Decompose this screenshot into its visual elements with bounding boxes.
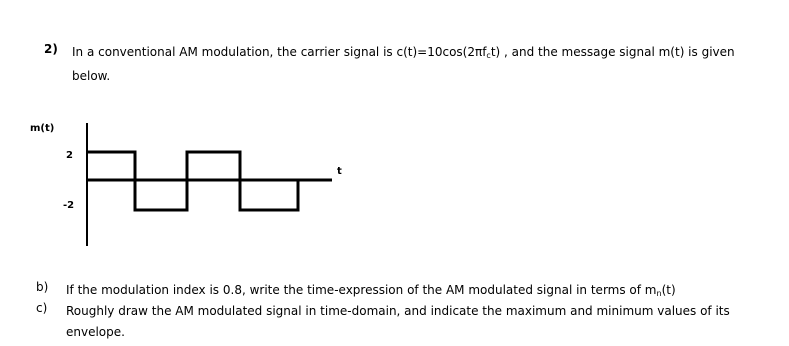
x-label: t [337, 166, 342, 177]
text: t) , and the message signal m(t) is give… [72, 45, 735, 83]
text: In a conventional AM modulation, the car… [72, 45, 487, 59]
part-label: c) [36, 301, 48, 315]
subscript: n [656, 289, 662, 298]
square-wave [87, 150, 300, 212]
high-label: 2 [66, 150, 73, 161]
part-text: Roughly draw the AM modulated signal in … [66, 304, 730, 339]
question-text: In a conventional AM modulation, the car… [72, 42, 752, 87]
subscript: c [486, 51, 491, 60]
text: If the modulation index is 0.8, write th… [66, 283, 657, 297]
text: (t) [661, 283, 676, 297]
question-number: 2) [44, 42, 58, 56]
y-label: m(t) [30, 123, 54, 134]
part-text: If the modulation index is 0.8, write th… [66, 280, 776, 304]
part-label: b) [36, 280, 49, 294]
low-label: -2 [63, 200, 74, 211]
